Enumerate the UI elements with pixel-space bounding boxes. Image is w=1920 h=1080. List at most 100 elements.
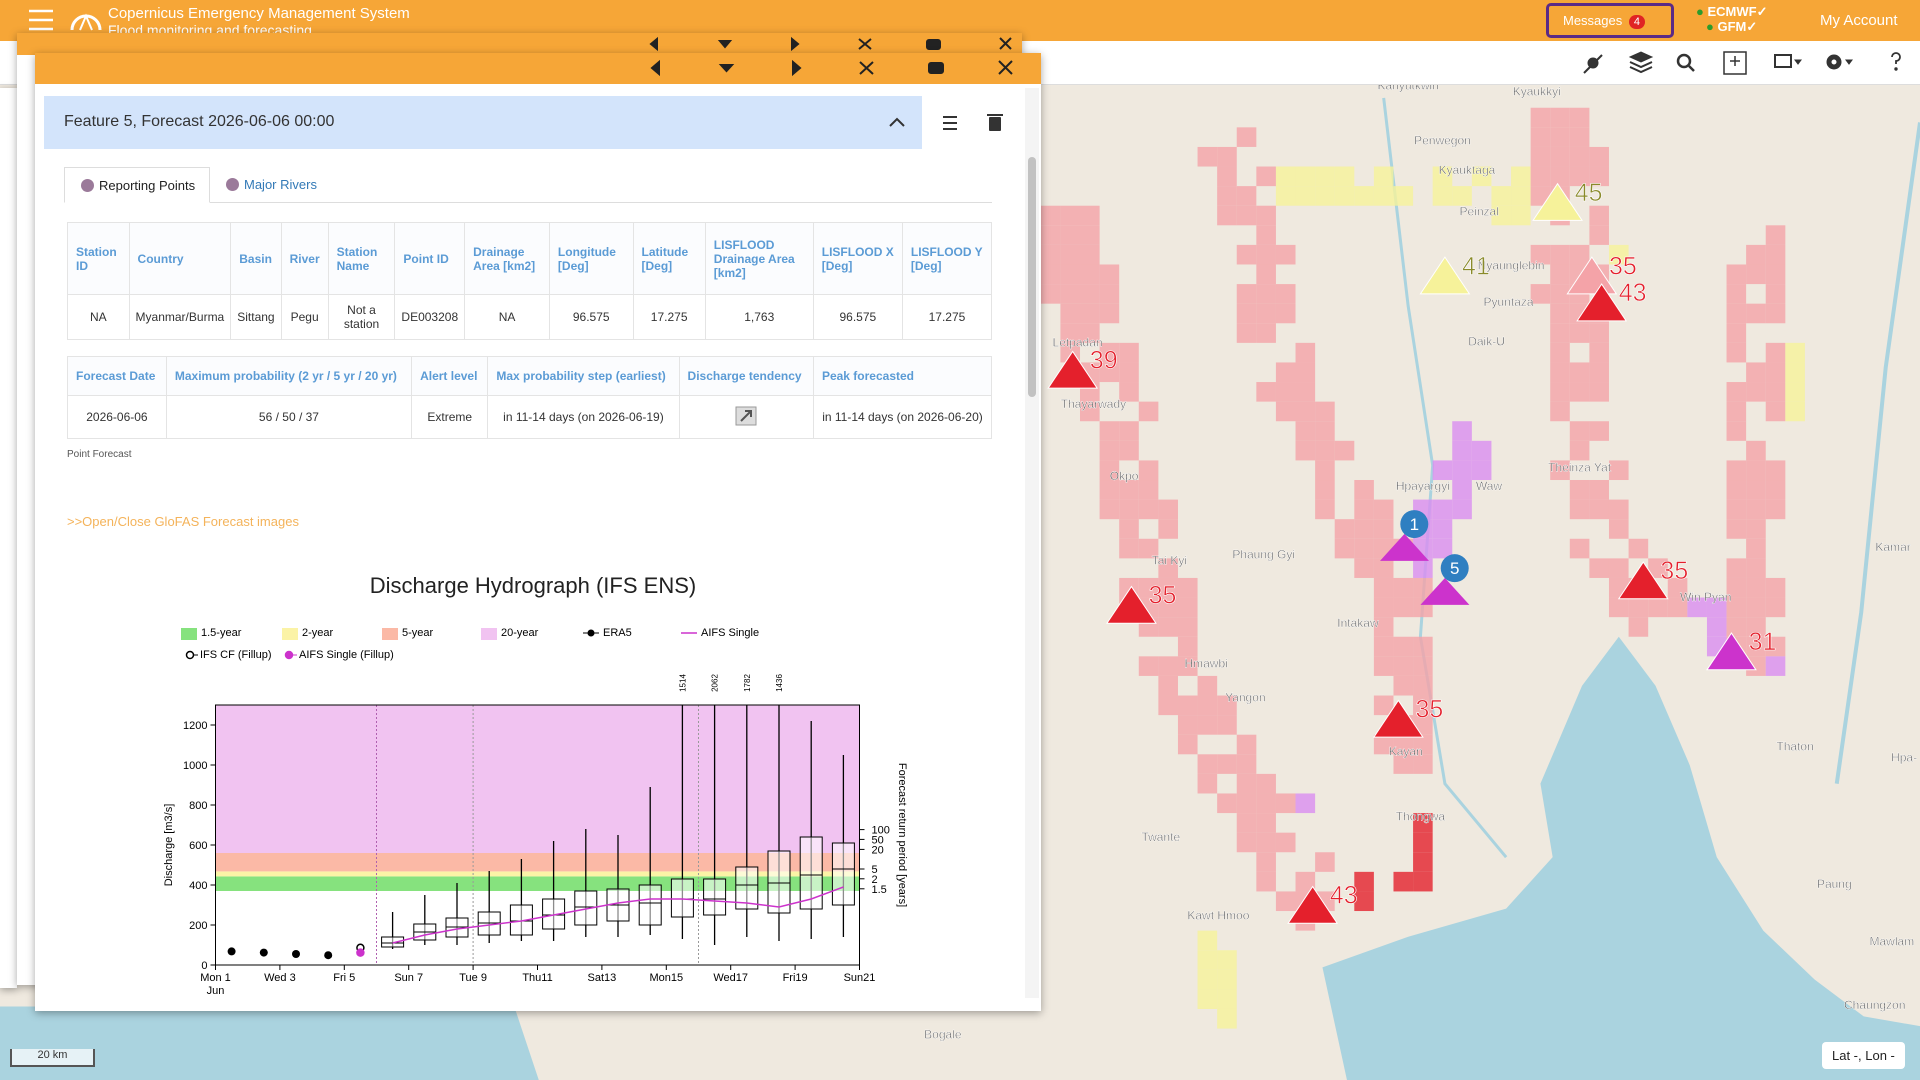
hazard-cell (1275, 382, 1296, 402)
alert-number: 31 (1749, 628, 1777, 656)
hazard-cell (1432, 460, 1453, 481)
hazard-cell (1315, 480, 1335, 500)
hazard-cell (1256, 225, 1276, 245)
prev-icon[interactable] (650, 59, 660, 77)
next-icon[interactable] (792, 59, 802, 77)
collapse-caret[interactable] (882, 108, 912, 138)
header-row: Station ID Country Basin River Station Name P… (67, 222, 993, 295)
hazard-cell (1511, 166, 1531, 187)
layers-icon[interactable] (1628, 51, 1654, 74)
glofas-link[interactable]: >>Open/Close GloFAS Forecast images (67, 514, 299, 529)
hazard-cell (1608, 460, 1629, 481)
hazard-cell (1138, 577, 1159, 598)
hazard-cell (1275, 832, 1296, 853)
scale-bar: 20 km (10, 1049, 95, 1067)
alert-number: 35 (1660, 557, 1688, 585)
feature-window: Feature 5, Forecast 2026-06-06 00:00 Rep… (35, 53, 1041, 1011)
place-label: Daik-U (1468, 334, 1505, 348)
collapse-icon[interactable] (718, 64, 735, 73)
account-link[interactable]: My Account (1820, 12, 1898, 29)
close-icon[interactable] (999, 37, 1012, 50)
chart-title: Discharge Hydrograph (IFS ENS) (370, 573, 696, 598)
tab[interactable]: Major Rivers (226, 167, 317, 203)
display-icon[interactable] (1774, 54, 1802, 68)
hazard-cell (1217, 166, 1237, 187)
menu-icon[interactable] (29, 9, 53, 31)
satellite-icon[interactable] (1583, 54, 1603, 74)
messages-button[interactable]: Messages 4 (1546, 3, 1674, 38)
place-label: Kyaukkyi (1513, 85, 1561, 99)
alert-number: 35 (1416, 696, 1444, 724)
y-tick-label: 1200 (183, 720, 207, 732)
hazard-cell (1373, 636, 1394, 657)
hazard-cell (1236, 832, 1257, 853)
cell: in 11-14 days (on 2026-06-19) (487, 395, 680, 439)
x-tick-label: Wed17 (713, 972, 748, 984)
hazard-cell (1706, 617, 1727, 637)
place-label: Kyauktaga (1439, 163, 1496, 177)
search-icon[interactable] (1676, 53, 1695, 72)
cell: Myanmar/Burma (128, 294, 232, 340)
place-label: Hpa- (1891, 751, 1917, 765)
alert-triangle (1566, 256, 1618, 295)
hazard-cell (1334, 538, 1355, 559)
column-header: Country (128, 222, 232, 295)
hazard-cell (1550, 166, 1570, 187)
return-period-band (215, 876, 860, 891)
point (259, 948, 268, 957)
feature-header[interactable]: Feature 5, Forecast 2026-06-06 00:00 (44, 96, 922, 149)
column-header: Peak forecasted (812, 356, 993, 396)
menu-icon[interactable] (943, 116, 957, 130)
hazard-cell (1569, 362, 1590, 383)
hazard-cell (1432, 166, 1453, 187)
hazard-cell (1256, 832, 1276, 853)
place-label: Okpo (1110, 469, 1139, 483)
hazard-cell (1138, 460, 1159, 481)
next-icon[interactable] (791, 36, 800, 52)
icon-arrow (740, 409, 753, 422)
expand-icon[interactable] (859, 61, 874, 75)
settings-icon[interactable] (1826, 54, 1853, 70)
hazard-cell (1550, 244, 1570, 265)
hazard-cell (1119, 440, 1139, 461)
hazard-cell (1589, 480, 1609, 500)
hazard-cell (1315, 499, 1335, 520)
hazard-cell (1060, 205, 1081, 226)
hazard-cell (1491, 205, 1512, 226)
scrollbar[interactable] (1025, 88, 1039, 998)
alert-triangle (1372, 699, 1424, 738)
delete-icon[interactable] (987, 114, 1003, 131)
hazard-cell (1080, 244, 1100, 265)
place-label: Pyuntaza (1484, 295, 1534, 309)
hazard-cell (1197, 930, 1218, 951)
return-period-band (215, 853, 860, 872)
hazard-cell (1491, 186, 1512, 206)
hazard-cell (1452, 421, 1472, 441)
hazard-cell (1354, 480, 1374, 500)
hazard-cell (1256, 793, 1276, 814)
hazard-cell (1256, 166, 1276, 187)
expand-icon[interactable] (858, 38, 872, 50)
prev-icon[interactable] (649, 36, 658, 52)
wms-icon[interactable] (1723, 51, 1747, 75)
erase-icon[interactable] (928, 62, 944, 74)
hazard-cell (1040, 205, 1061, 226)
hazard-cell (1373, 577, 1394, 598)
close-icon[interactable] (998, 60, 1013, 75)
erase-icon[interactable] (926, 39, 941, 50)
box-body (799, 836, 823, 910)
scroll-thumb[interactable] (1028, 157, 1036, 397)
alert-number: 41 (1462, 252, 1490, 280)
tab-active[interactable]: Reporting Points (64, 167, 210, 203)
hazard-cell (1295, 440, 1316, 461)
hazard-cell (1393, 186, 1414, 206)
collapse-icon[interactable] (717, 40, 733, 49)
hazard-cell (1413, 675, 1433, 696)
hazard-cell (1256, 773, 1276, 794)
place-label: Peinzal (1460, 205, 1499, 219)
cell: NA (464, 294, 550, 340)
hazard-cell (1746, 499, 1766, 520)
hazard-cell (1569, 127, 1590, 147)
help-icon[interactable] (1891, 52, 1901, 71)
